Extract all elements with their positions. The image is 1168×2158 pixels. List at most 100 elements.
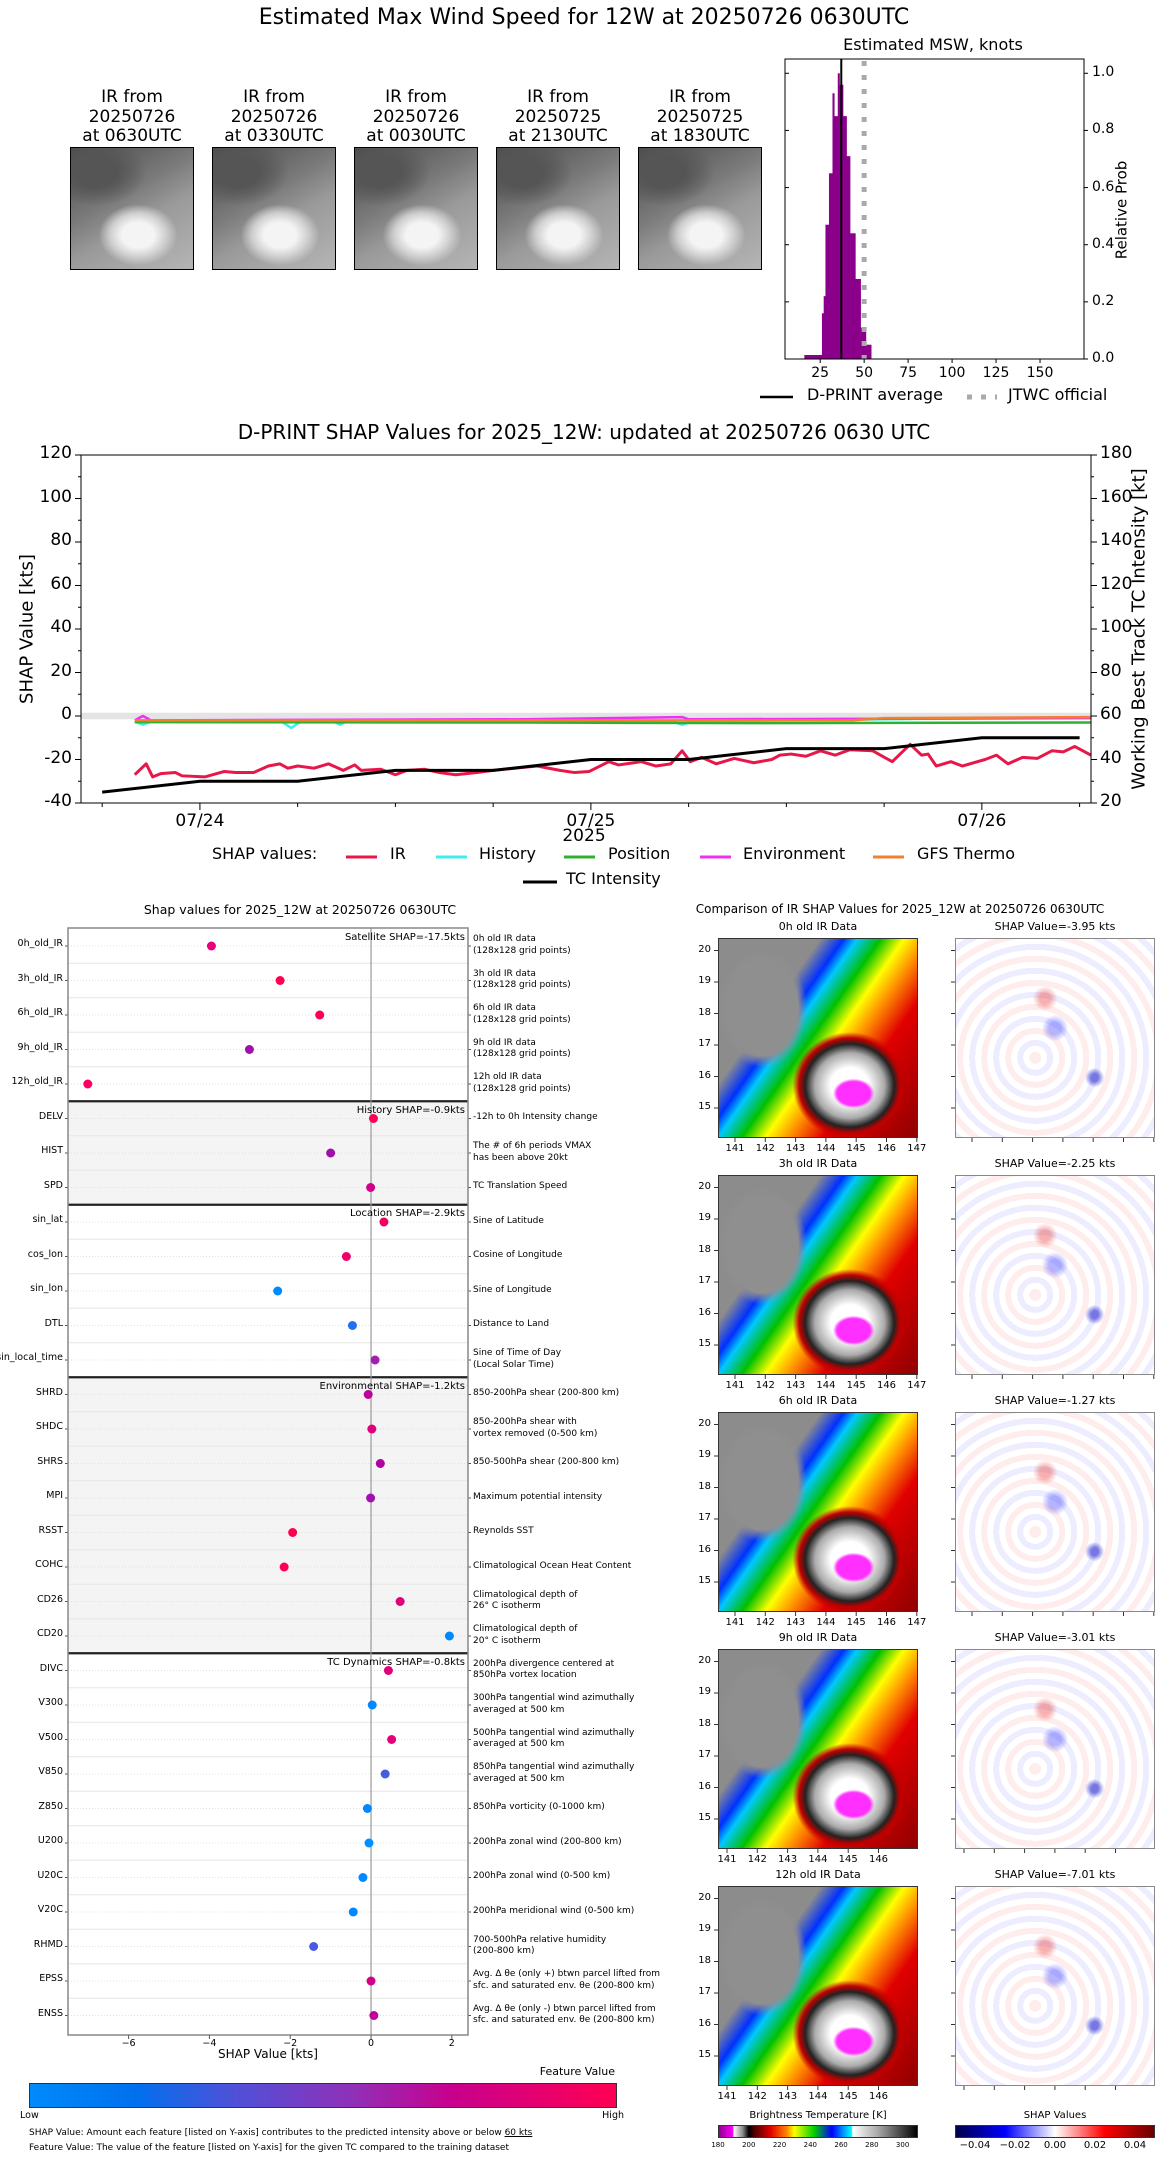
lat-tick-label: 20 bbox=[698, 943, 711, 955]
legend-label: TC Intensity bbox=[566, 869, 661, 888]
feature-description: 850hPa tangential wind azimuthally avera… bbox=[473, 1762, 635, 1784]
ir-brightness-image bbox=[718, 938, 918, 1138]
shap-dot bbox=[363, 1390, 373, 1399]
bt-colorbar-title: Brightness Temperature [K] bbox=[749, 2110, 887, 2121]
lon-tick-label: 144 bbox=[808, 1854, 828, 1865]
feature-description: 700-500hPa relative humidity (200-800 km… bbox=[473, 1934, 607, 1957]
histogram-bar bbox=[865, 344, 872, 359]
histogram-ylabel: Relative Prob bbox=[1112, 160, 1131, 260]
timeseries-y-right-tick-label: 100 bbox=[1100, 617, 1133, 637]
lon-tick-label: 143 bbox=[786, 1380, 806, 1391]
timeseries-x-tick-label: 07/24 bbox=[175, 811, 225, 831]
feature-description: 200hPa meridional wind (0-500 km) bbox=[473, 1905, 635, 1916]
timeseries-y-tick-label: 120 bbox=[39, 443, 72, 463]
shap-colorbar-tick: −0.02 bbox=[999, 2140, 1031, 2151]
feature-description: Maximum potential intensity bbox=[473, 1491, 603, 1502]
histogram-y-tick-label: 0.0 bbox=[1092, 350, 1115, 366]
shap-panel-title: SHAP Value=-1.27 kts bbox=[994, 1394, 1116, 1407]
bt-colorbar-tick: 280 bbox=[865, 2141, 879, 2149]
shap-panel-title: SHAP Value=-2.25 kts bbox=[994, 1157, 1116, 1170]
lat-tick-label: 19 bbox=[698, 1449, 711, 1460]
lon-tick-label: 145 bbox=[846, 1617, 866, 1628]
shap-x-tick-label: 0 bbox=[367, 2038, 375, 2049]
shap-plot-title: Shap values for 2025_12W at 20250726 063… bbox=[143, 902, 457, 917]
shap-dot bbox=[364, 1838, 374, 1848]
brightness-temperature-colorbar bbox=[718, 2125, 918, 2138]
ir-thumbnail-image bbox=[70, 147, 194, 270]
lat-tick-label: 17 bbox=[698, 1038, 711, 1049]
ir-shap-map bbox=[955, 1886, 1155, 2086]
feature-name-label: V500 bbox=[38, 1731, 63, 1743]
lon-tick-label: 144 bbox=[816, 1617, 836, 1628]
lon-tick-label: 142 bbox=[755, 1380, 775, 1391]
timeseries-y-right-tick-label: 180 bbox=[1100, 443, 1133, 463]
lon-tick-label: 144 bbox=[816, 1143, 836, 1154]
timeseries-y-right-tick-label: 60 bbox=[1100, 704, 1122, 724]
feature-description: Distance to Land bbox=[473, 1319, 550, 1329]
ir-panel-title: 9h old IR Data bbox=[778, 1631, 858, 1644]
lon-tick-label: 145 bbox=[838, 2091, 858, 2102]
ir-panel-title: 3h old IR Data bbox=[778, 1157, 858, 1170]
ir-shap-map bbox=[955, 1175, 1155, 1375]
shap-dot bbox=[370, 1355, 380, 1365]
ir-thumbnail-image bbox=[354, 147, 478, 270]
feature-description: -12h to 0h Intensity change bbox=[473, 1112, 598, 1122]
footnote-feature: Feature Value: The value of the feature … bbox=[29, 2143, 510, 2153]
lon-tick-label: 146 bbox=[868, 2091, 889, 2102]
shap-colorbar-tick: 0.02 bbox=[1083, 2140, 1107, 2151]
legend-label: GFS Thermo bbox=[917, 844, 1015, 863]
feature-name-label: MPI bbox=[46, 1490, 63, 1501]
ir-thumbnail-image bbox=[496, 147, 620, 270]
group-shap-total: TC Dynamics SHAP=-0.8kts bbox=[327, 1656, 465, 1668]
lon-tick-label: 145 bbox=[846, 1143, 866, 1154]
timeseries-y-tick-label: 20 bbox=[50, 660, 72, 681]
shap-values-colorbar bbox=[955, 2125, 1155, 2138]
histogram-bar bbox=[855, 279, 861, 359]
shap-colorbar-tick: −0.04 bbox=[959, 2140, 991, 2151]
legend-label: IR bbox=[390, 844, 406, 863]
lon-tick-label: 141 bbox=[725, 1380, 745, 1391]
feature-description: Sine of Latitude bbox=[473, 1215, 544, 1226]
shap-panel-title: SHAP Value=-7.01 kts bbox=[994, 1868, 1116, 1881]
feature-name-label: CD20 bbox=[36, 1628, 63, 1639]
histogram-title: Estimated MSW, knots bbox=[843, 35, 1023, 54]
shap-panel-title: SHAP Value=-3.01 kts bbox=[994, 1631, 1116, 1644]
ir-panel-title: 6h old IR Data bbox=[778, 1394, 858, 1407]
shap-dot bbox=[244, 1045, 254, 1054]
shap-colorbar-tick: 0.04 bbox=[1123, 2140, 1147, 2151]
shap-dot bbox=[273, 1286, 283, 1296]
ir-thumbnail-label: IR from 20250725 at 2130UTC bbox=[508, 87, 608, 147]
lon-tick-label: 146 bbox=[876, 1143, 897, 1154]
histogram-x-tick-label: 150 bbox=[1026, 365, 1054, 381]
feature-name-label: V20C bbox=[37, 1904, 63, 1915]
feature-name-label: ENSS bbox=[37, 2007, 63, 2019]
lat-tick-label: 17 bbox=[698, 1749, 711, 1760]
timeseries-x-tick-label: 07/25 bbox=[566, 811, 616, 831]
timeseries-y-right-tick-label: 140 bbox=[1100, 530, 1133, 550]
lat-tick-label: 15 bbox=[698, 1101, 711, 1112]
shap-xlabel: SHAP Value [kts] bbox=[218, 2047, 318, 2061]
feature-name-label: V300 bbox=[38, 1697, 63, 1708]
feature-description: 12h old IR data (128x128 grid points) bbox=[473, 1072, 571, 1094]
histogram-y-tick-label: 0.4 bbox=[1092, 235, 1115, 252]
ir-brightness-image bbox=[718, 1649, 918, 1849]
lat-tick-label: 17 bbox=[698, 1986, 711, 1997]
feature-description: 500hPa tangential wind azimuthally avera… bbox=[473, 1727, 635, 1750]
lat-tick-label: 18 bbox=[698, 1717, 711, 1729]
lat-tick-label: 18 bbox=[698, 1954, 711, 1966]
feature-description: 300hPa tangential wind azimuthally avera… bbox=[473, 1693, 635, 1715]
shap-dot bbox=[362, 1804, 372, 1813]
shap-dot bbox=[366, 1493, 376, 1503]
bt-colorbar-tick: 240 bbox=[803, 2141, 817, 2149]
lon-tick-label: 143 bbox=[786, 1143, 806, 1154]
shap-colorbar-title: SHAP Values bbox=[1023, 2110, 1087, 2121]
shap-dot bbox=[275, 976, 285, 985]
footnote-threshold: 60 kts bbox=[504, 2128, 533, 2138]
timeseries-y-right-tick-label: 80 bbox=[1100, 660, 1122, 681]
bt-colorbar-tick: 220 bbox=[772, 2141, 787, 2149]
ir-shap-map bbox=[955, 1412, 1155, 1612]
shap-axes bbox=[67, 927, 469, 2036]
feature-description: 0h old IR data (128x128 grid points) bbox=[473, 934, 571, 956]
feature-name-label: 12h_old_IR bbox=[11, 1076, 64, 1087]
feature-description: Sine of Longitude bbox=[473, 1284, 552, 1295]
